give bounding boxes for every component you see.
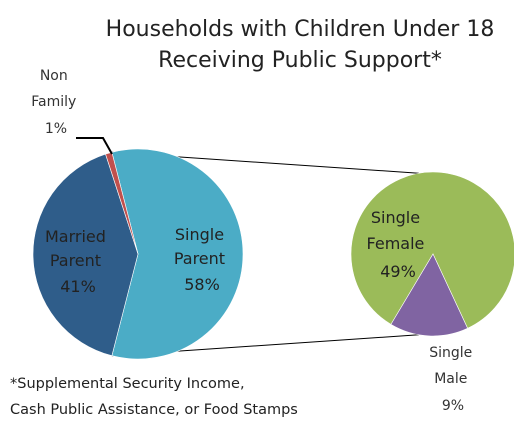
slice-label-married-parent: Married Parent 41% (45, 227, 111, 296)
main-pie (32, 148, 244, 360)
slice-label-single-parent: Single Parent 58% (174, 225, 230, 294)
non-family-leader-line (76, 137, 113, 155)
pie-slice-single-parent (111, 148, 244, 360)
secondary-pie (350, 171, 514, 337)
chart-title-line-1: Households with Children Under 18 (106, 17, 495, 42)
slice-label-single-male: Single Male 9% (429, 345, 477, 414)
chart-title-line-2: Receiving Public Support* (158, 48, 442, 73)
pie-slice-single-female (350, 171, 514, 329)
slice-label-non-family: Non Family 1% (31, 68, 81, 137)
pie-slice-married-parent (32, 153, 139, 357)
footnote-line-2: Cash Public Assistance, or Food Stamps (10, 402, 298, 418)
pie-slice-single-male (390, 253, 469, 337)
slice-label-single-female: Single Female 49% (367, 208, 430, 281)
footnote-line-1: *Supplemental Security Income, (10, 376, 245, 392)
